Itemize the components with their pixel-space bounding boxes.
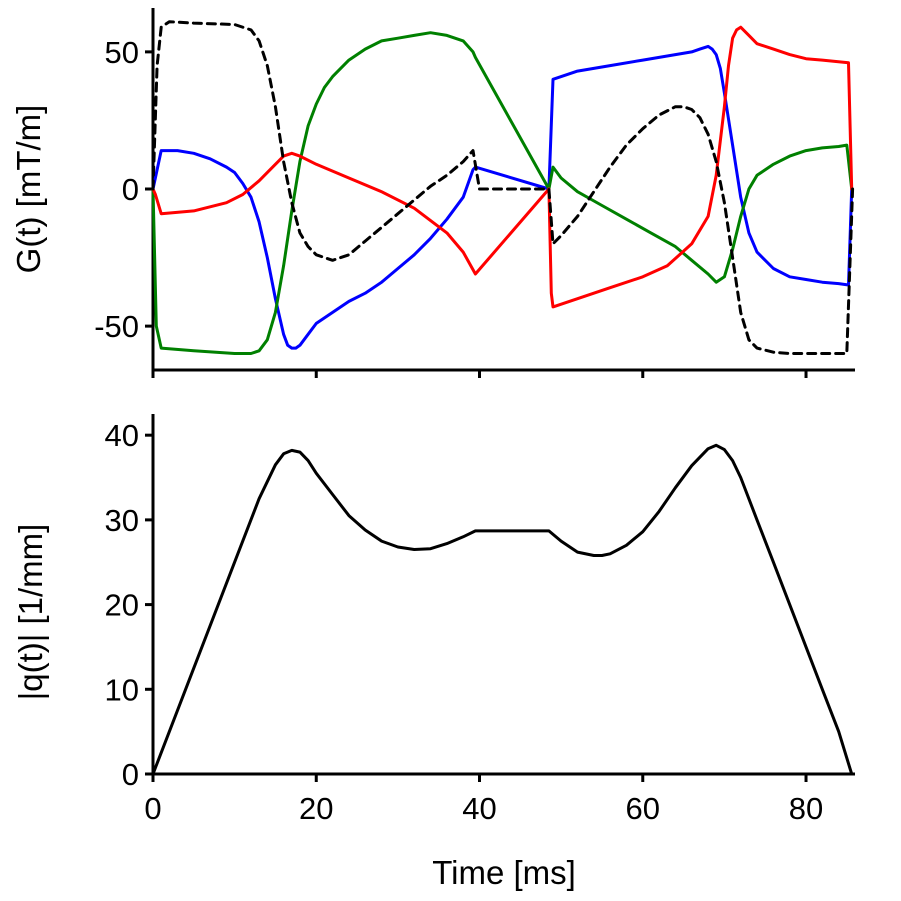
- y-tick-label: 20: [105, 588, 139, 623]
- series-line-blue: [151, 44, 854, 350]
- x-tick-label: 20: [299, 791, 333, 826]
- y-tick-label: 10: [105, 672, 139, 707]
- series-line-red: [151, 25, 854, 309]
- series-line-green: [151, 31, 854, 355]
- y-tick-label: 30: [105, 503, 139, 538]
- y-tick-label: 50: [105, 35, 139, 70]
- series-line-black-dashed: [151, 20, 855, 355]
- gradient-waveform-panel: -50 0 50 G(t) [mT/m]: [10, 8, 855, 378]
- x-tick-label: 0: [144, 791, 161, 826]
- y-tick-label: 40: [105, 418, 139, 453]
- x-tick-label: 80: [789, 791, 823, 826]
- y-tick-label: -50: [94, 309, 139, 344]
- x-axis-label: Time [ms]: [432, 854, 576, 891]
- y-tick-label: 0: [122, 757, 139, 792]
- y-axis-label: |q(t)| [1/mm]: [12, 524, 49, 701]
- q-magnitude-panel: 0 10 20 30 40 0 20 40 60 80 |q(t)| [1/mm] Time [ms]: [12, 414, 855, 891]
- x-tick-label: 60: [626, 791, 660, 826]
- series-line-q-magnitude: [151, 443, 854, 776]
- y-axis-label: G(t) [mT/m]: [10, 105, 47, 274]
- x-tick-label: 40: [462, 791, 496, 826]
- y-tick-label: 0: [122, 172, 139, 207]
